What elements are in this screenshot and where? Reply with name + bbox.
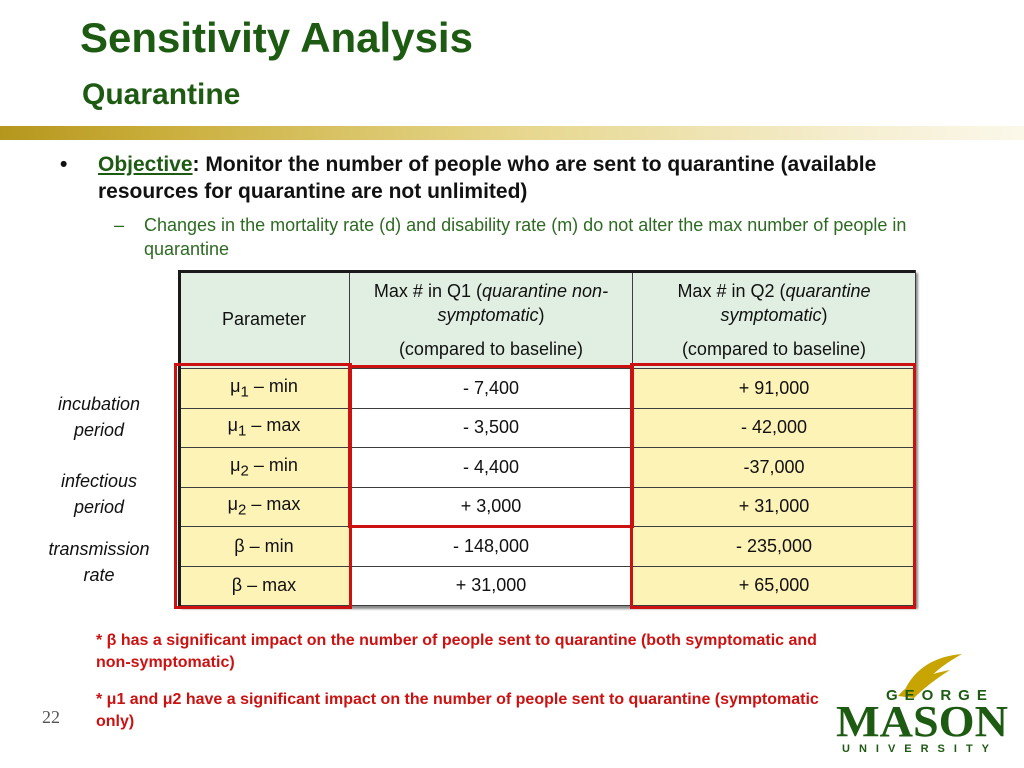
q1-cell: - 4,400 — [349, 447, 633, 488]
q1-cell: - 148,000 — [349, 526, 633, 567]
table-row: β – max + 31,000 + 65,000 — [178, 565, 916, 606]
q1-cell: + 31,000 — [349, 565, 633, 606]
header-q2: Max # in Q2 (quarantine symptomatic) (co… — [632, 270, 916, 369]
page-number: 22 — [42, 707, 60, 727]
param-cell: μ2 – max — [178, 486, 350, 527]
table-row: μ1 – max - 3,500 - 42,000 — [178, 407, 916, 448]
george-mason-logo: GEORGE MASON UNIVERSITY — [836, 654, 1008, 755]
q2-cell: + 91,000 — [632, 368, 916, 409]
sub-bullet-text: Changes in the mortality rate (d) and di… — [144, 215, 907, 259]
slide-subtitle: Quarantine — [82, 78, 241, 111]
q1-cell: + 3,000 — [349, 486, 633, 527]
row-label-incubation-period: incubation period — [57, 394, 141, 440]
param-cell: β – min — [178, 526, 350, 567]
footnote-beta: * β has a significant impact on the numb… — [96, 632, 817, 671]
row-label-infectious-period: infectious period — [60, 471, 138, 517]
table-row: μ2 – max + 3,000 + 31,000 — [178, 486, 916, 527]
highlight-box-q2 — [630, 363, 916, 609]
objective-description: : Monitor the number of people who are s… — [98, 153, 877, 203]
footnote-mu: * μ1 and μ2 have a significant impact on… — [96, 691, 819, 730]
slide-title: Sensitivity Analysis — [80, 14, 473, 61]
highlight-box-parameter — [174, 363, 352, 609]
title-underline-bar — [0, 126, 1024, 140]
table-header-row: Parameter Max # in Q1 (quarantine non-sy… — [178, 270, 916, 369]
bullet-marker: • — [60, 153, 68, 176]
param-cell: μ1 – max — [178, 407, 350, 448]
sensitivity-table-container: Parameter Max # in Q1 (quarantine non-sy… — [178, 270, 916, 606]
highlight-box-q1 — [348, 365, 634, 528]
logo-text-mason: MASON — [836, 697, 1008, 746]
sensitivity-table: Parameter Max # in Q1 (quarantine non-sy… — [178, 270, 916, 606]
logo-text-george: GEORGE — [886, 687, 994, 704]
table-row: μ2 – min - 4,400 -37,000 — [178, 447, 916, 488]
q2-cell: + 65,000 — [632, 565, 916, 606]
param-cell: β – max — [178, 565, 350, 606]
table-row: β – min - 148,000 - 235,000 — [178, 526, 916, 567]
q2-cell: -37,000 — [632, 447, 916, 488]
q2-cell: - 235,000 — [632, 526, 916, 567]
q2-cell: + 31,000 — [632, 486, 916, 527]
header-parameter: Parameter — [178, 270, 350, 369]
row-label-transmission-rate: transmission rate — [48, 539, 150, 585]
q2-cell: - 42,000 — [632, 407, 916, 448]
objective-text: Objective: Monitor the number of people … — [98, 151, 918, 205]
q1-cell: - 3,500 — [349, 407, 633, 448]
table-left-border — [178, 270, 181, 606]
table-top-border — [178, 270, 915, 273]
header-q1: Max # in Q1 (quarantine non-symptomatic)… — [349, 270, 633, 369]
logo-text-university: UNIVERSITY — [842, 743, 998, 755]
objective-label: Objective — [98, 153, 193, 176]
param-cell: μ2 – min — [178, 447, 350, 488]
sub-bullet-marker: – — [114, 215, 125, 235]
